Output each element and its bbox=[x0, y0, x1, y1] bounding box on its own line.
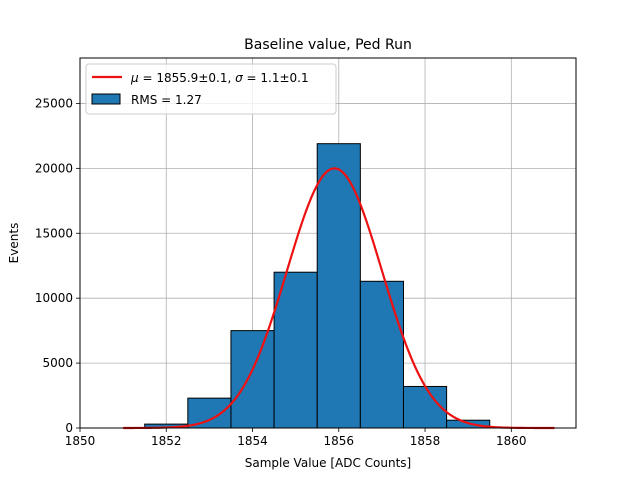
histogram-bar bbox=[187, 397, 232, 429]
legend-sigma-value: = 1.1±0.1 bbox=[243, 71, 309, 85]
y-tick-label: 20000 bbox=[35, 161, 73, 175]
legend-mu-value: = 1855.9±0.1, bbox=[139, 71, 235, 85]
chart-title: Baseline value, Ped Run bbox=[244, 37, 412, 53]
y-tick-label: 25000 bbox=[35, 96, 73, 110]
y-tick-label: 10000 bbox=[35, 291, 73, 305]
plot-frame bbox=[79, 57, 577, 429]
x-tick-label: 1852 bbox=[151, 434, 182, 448]
x-tick-label: 1850 bbox=[65, 434, 96, 448]
x-axis-ticks: 1850 1852 1854 1856 1858 1860 bbox=[65, 428, 527, 448]
gaussian-fit-curve bbox=[123, 167, 555, 430]
x-axis-label: Sample Value [ADC Counts] bbox=[245, 456, 411, 470]
histogram-bar bbox=[273, 271, 318, 429]
histogram-bar bbox=[359, 280, 404, 429]
y-axis-label: Events bbox=[7, 223, 21, 264]
x-tick-label: 1860 bbox=[496, 434, 527, 448]
x-tick-label: 1858 bbox=[410, 434, 441, 448]
histogram-bar bbox=[316, 143, 361, 429]
y-tick-label: 15000 bbox=[35, 226, 73, 240]
legend-fit-label: μ = 1855.9±0.1, σ = 1.1±0.1 bbox=[130, 71, 309, 85]
histogram-bar bbox=[230, 330, 275, 429]
y-axis-ticks: 0 5000 10000 15000 20000 25000 bbox=[35, 96, 80, 435]
legend: μ = 1855.9±0.1, σ = 1.1±0.1 RMS = 1.27 bbox=[85, 63, 337, 115]
y-tick-label: 5000 bbox=[42, 356, 73, 370]
legend-histogram-swatch bbox=[91, 93, 121, 105]
x-tick-label: 1856 bbox=[324, 434, 355, 448]
histogram-bars bbox=[144, 143, 491, 429]
x-tick-label: 1854 bbox=[237, 434, 268, 448]
y-tick-label: 0 bbox=[65, 421, 73, 435]
legend-mu-symbol: μ bbox=[130, 71, 139, 85]
legend-sigma-symbol: σ bbox=[235, 71, 243, 85]
legend-box bbox=[85, 63, 337, 115]
legend-histogram-label: RMS = 1.27 bbox=[131, 93, 202, 107]
